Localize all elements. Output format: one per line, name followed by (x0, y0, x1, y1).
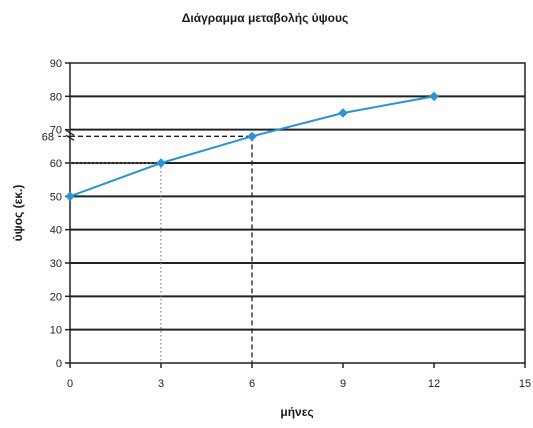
grid-layer (70, 95, 525, 331)
y-tick-label-50: 50 (50, 191, 62, 203)
x-tick-label-15: 15 (519, 378, 531, 390)
plot-frame (69, 62, 526, 364)
y-tick-label-extra: 68 (42, 131, 54, 143)
y-axis-label: ύψος (εκ.) (11, 185, 25, 242)
tick-layer: 0 10 20 30 40 50 60 70 80 90 0 3 6 9 12 15 68 (42, 58, 531, 390)
data-point-9 (338, 108, 348, 118)
x-tick-label-0: 0 (67, 378, 73, 390)
x-tick-label-6: 6 (249, 378, 255, 390)
axis-break-mark-bottom (65, 134, 75, 141)
y-tick-label-80: 80 (50, 91, 62, 103)
x-axis-label: μήνες (280, 405, 313, 419)
y-tick-label-60: 60 (50, 158, 62, 170)
data-point-12 (429, 91, 439, 102)
y-tick-label-10: 10 (50, 325, 62, 337)
data-point-0 (65, 191, 75, 202)
x-tick-label-3: 3 (158, 378, 164, 390)
y-tick-label-30: 30 (50, 258, 62, 270)
y-tick-label-0: 0 (56, 358, 62, 370)
y-tick-label-40: 40 (50, 225, 62, 237)
axis-break-mark-top (65, 129, 75, 136)
guide-layer (70, 135, 253, 363)
series-layer (65, 91, 439, 202)
data-point-3 (156, 158, 166, 168)
x-tick-label-12: 12 (428, 378, 440, 390)
x-tick-label-9: 9 (340, 378, 346, 390)
y-tick-label-70: 70 (50, 125, 62, 137)
y-tick-label-90: 90 (50, 58, 62, 70)
y-tick-label-20: 20 (50, 291, 62, 303)
data-point-6 (247, 131, 257, 142)
chart-title: Διάγραμμα μεταβολής ύψους (182, 11, 348, 25)
